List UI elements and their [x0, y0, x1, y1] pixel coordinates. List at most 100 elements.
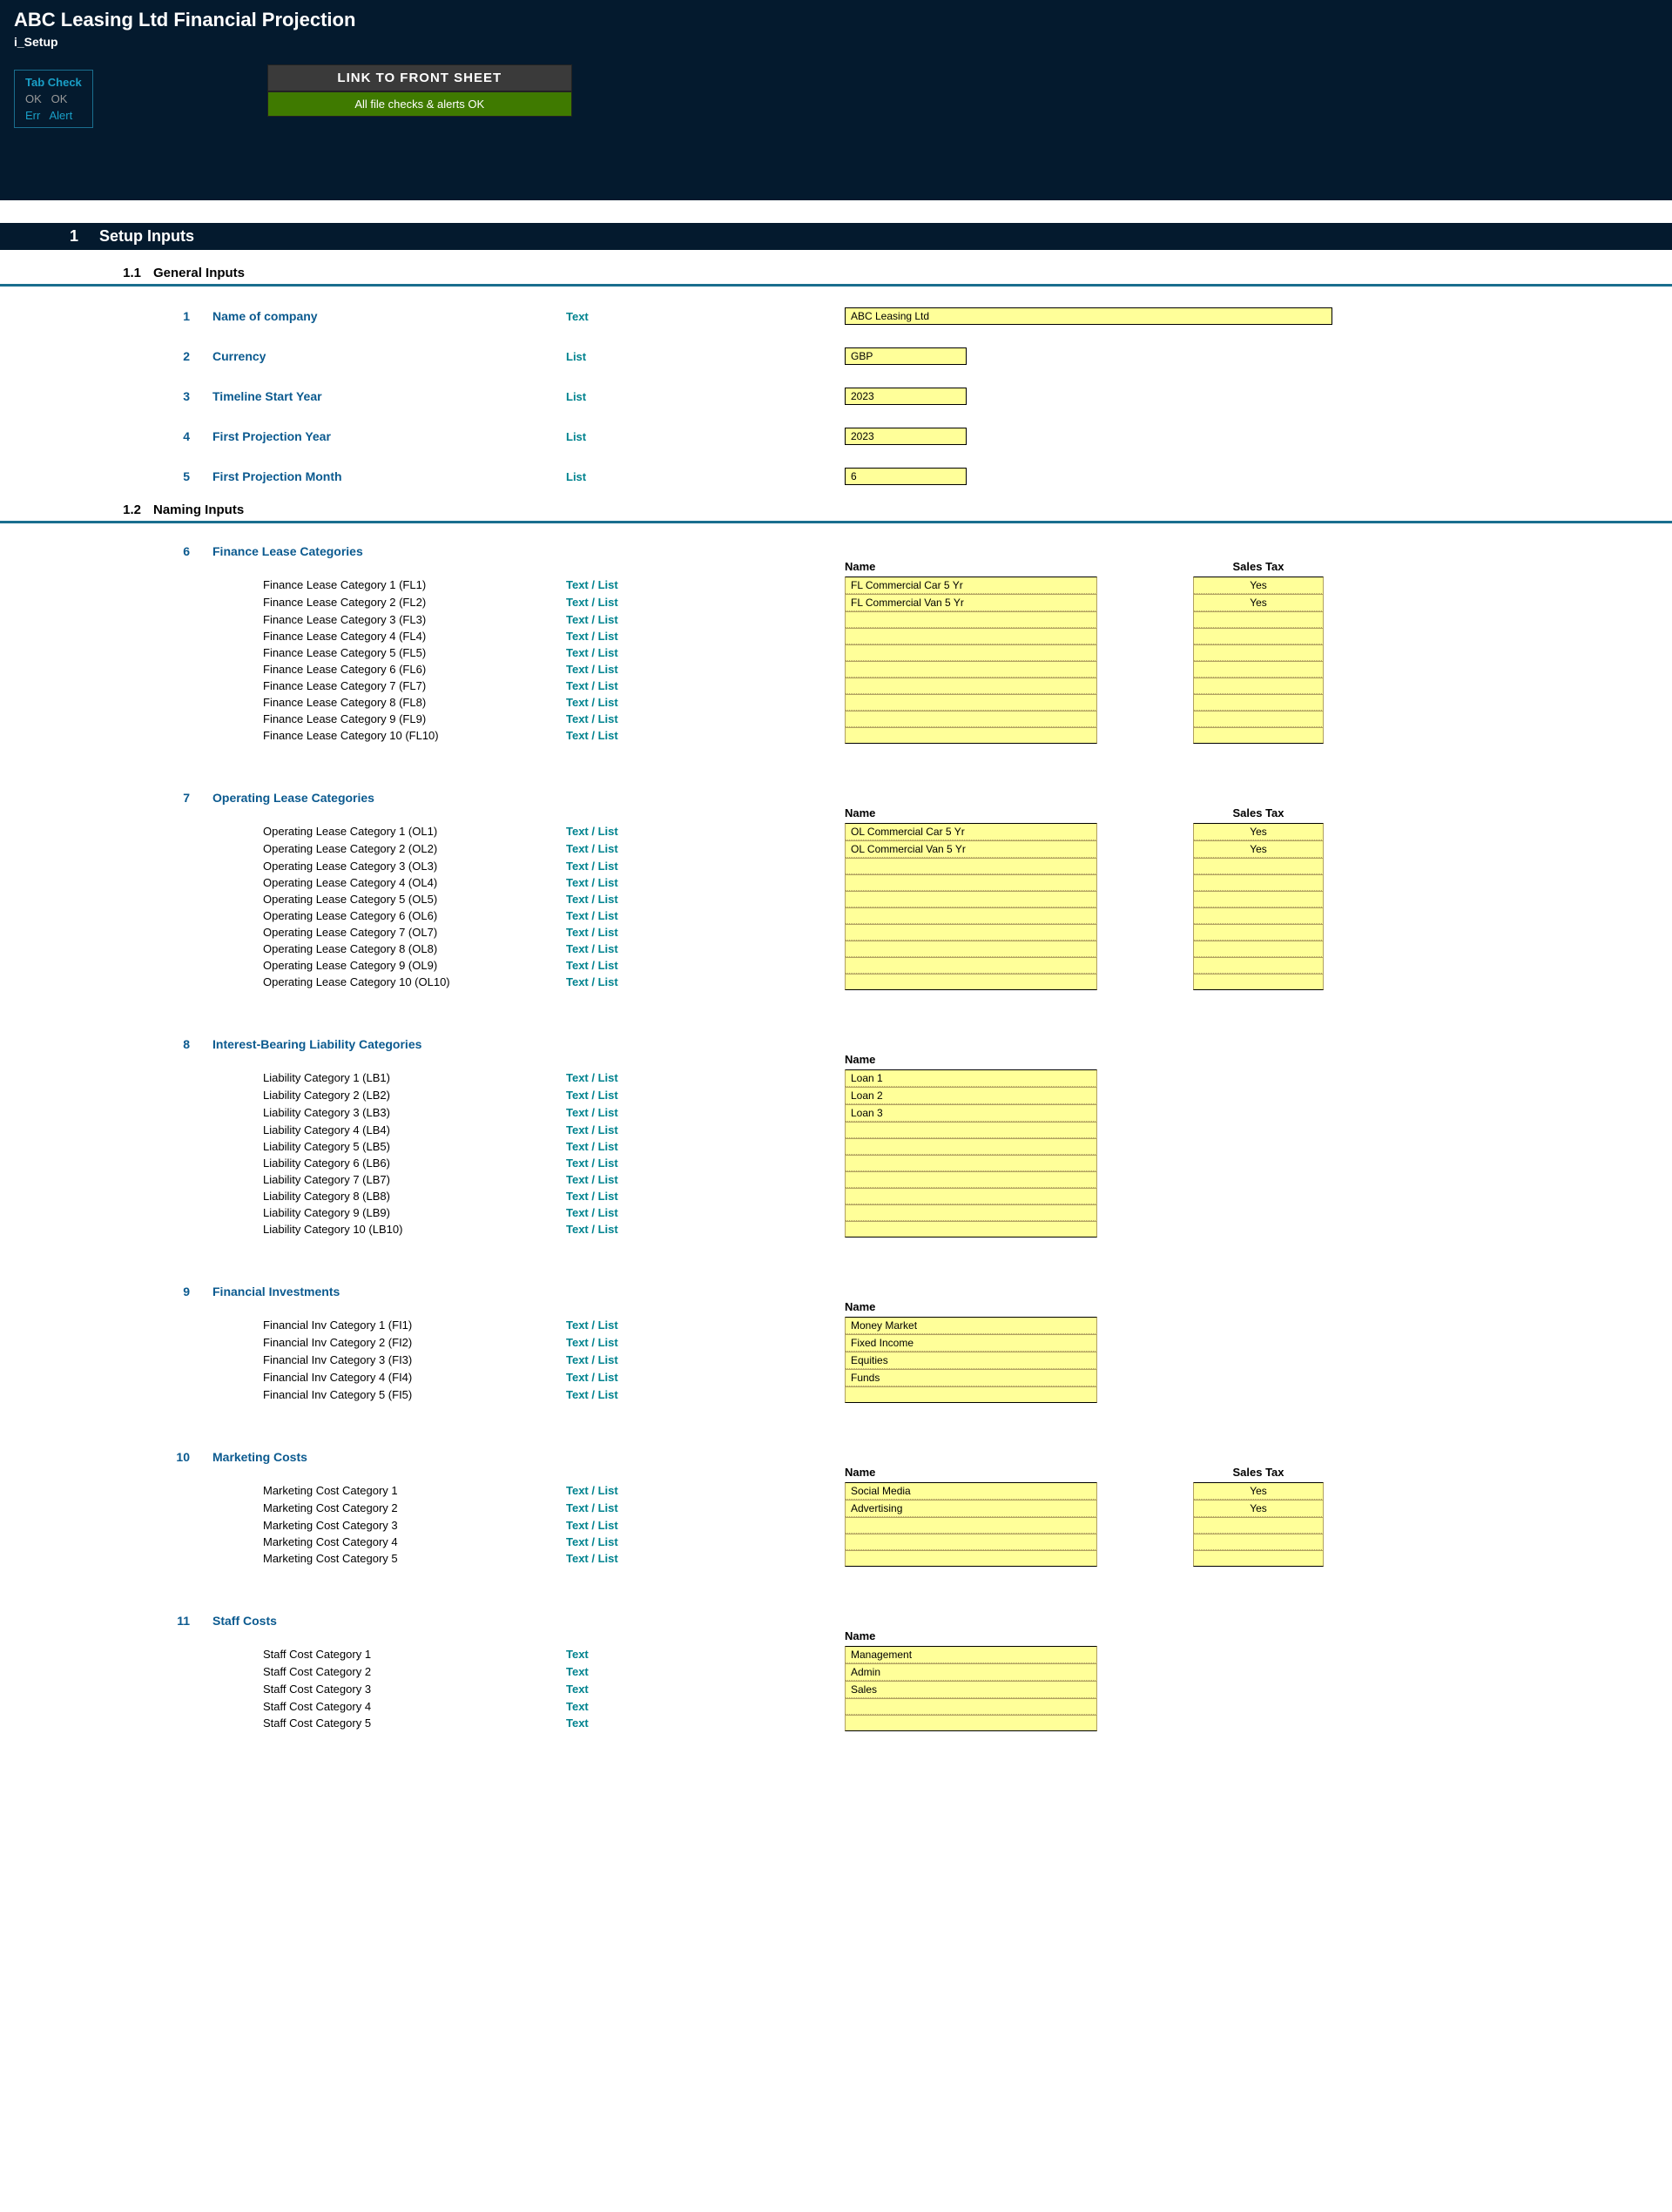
category-type: Text / List	[566, 840, 845, 858]
name-input-cell[interactable]	[845, 1171, 1097, 1188]
tax-input-cell[interactable]	[1193, 1517, 1324, 1534]
tax-input-cell[interactable]	[1193, 924, 1324, 941]
section-1-num: 1	[0, 227, 99, 246]
name-input-cell[interactable]	[845, 924, 1097, 941]
name-input-cell[interactable]: Fixed Income	[845, 1334, 1097, 1352]
name-input-cell[interactable]	[845, 1155, 1097, 1171]
tax-input-cell[interactable]	[1193, 628, 1324, 644]
name-input-cell[interactable]	[845, 711, 1097, 727]
name-input-cell[interactable]	[845, 957, 1097, 974]
name-input-cell[interactable]: Loan 2	[845, 1087, 1097, 1104]
tax-input-cell[interactable]	[1193, 974, 1324, 990]
general-input-row: 1Name of companyTextABC Leasing Ltd	[0, 306, 1672, 327]
category-row: Liability Category 6 (LB6)Text / List	[0, 1155, 1672, 1171]
tax-input-cell[interactable]	[1193, 957, 1324, 974]
name-input-cell[interactable]	[845, 874, 1097, 891]
name-input-cell[interactable]	[845, 907, 1097, 924]
group-heading-row: 7Operating Lease Categories	[0, 789, 1672, 806]
input-cell[interactable]: 6	[845, 468, 967, 485]
tax-input-cell[interactable]	[1193, 907, 1324, 924]
tax-input-cell[interactable]	[1193, 711, 1324, 727]
name-input-cell[interactable]	[845, 694, 1097, 711]
name-input-cell[interactable]	[845, 611, 1097, 628]
category-type: Text / List	[566, 1188, 845, 1204]
name-input-cell[interactable]: FL Commercial Car 5 Yr	[845, 577, 1097, 594]
input-cell[interactable]: ABC Leasing Ltd	[845, 307, 1332, 325]
tax-input-cell[interactable]	[1193, 694, 1324, 711]
row-type: List	[566, 350, 845, 363]
checks-ok-button[interactable]: All file checks & alerts OK	[267, 91, 572, 117]
tax-input-cell[interactable]	[1193, 1534, 1324, 1550]
category-row: Financial Inv Category 1 (FI1)Text / Lis…	[0, 1317, 1672, 1334]
name-input-cell[interactable]: Loan 1	[845, 1069, 1097, 1087]
category-type: Text	[566, 1663, 845, 1681]
tax-input-cell[interactable]: Yes	[1193, 1500, 1324, 1517]
tab-check-row2: Err Alert	[25, 109, 82, 122]
row-label: Marketing Costs	[212, 1450, 566, 1464]
name-input-cell[interactable]	[845, 891, 1097, 907]
name-input-cell[interactable]	[845, 1221, 1097, 1238]
name-input-cell[interactable]: Advertising	[845, 1500, 1097, 1517]
name-input-cell[interactable]	[845, 727, 1097, 744]
tax-input-cell[interactable]	[1193, 858, 1324, 874]
name-input-cell[interactable]	[845, 1386, 1097, 1403]
name-input-cell[interactable]	[845, 974, 1097, 990]
tax-input-cell[interactable]: Yes	[1193, 1482, 1324, 1500]
row-num: 11	[0, 1614, 212, 1628]
name-input-cell[interactable]	[845, 858, 1097, 874]
category-label: Marketing Cost Category 5	[263, 1550, 566, 1567]
name-input-cell[interactable]	[845, 644, 1097, 661]
name-input-cell[interactable]	[845, 661, 1097, 678]
category-type: Text / List	[566, 628, 845, 644]
input-cell[interactable]: 2023	[845, 428, 967, 445]
category-row: Finance Lease Category 7 (FL7)Text / Lis…	[0, 678, 1672, 694]
category-label: Operating Lease Category 1 (OL1)	[263, 823, 566, 840]
tax-input-cell[interactable]	[1193, 727, 1324, 744]
link-front-sheet-button[interactable]: LINK TO FRONT SHEET	[267, 64, 572, 91]
tax-input-cell[interactable]	[1193, 941, 1324, 957]
name-input-cell[interactable]: Loan 3	[845, 1104, 1097, 1122]
category-row: Marketing Cost Category 1Text / ListSoci…	[0, 1482, 1672, 1500]
tax-input-cell[interactable]	[1193, 661, 1324, 678]
tax-input-cell[interactable]: Yes	[1193, 577, 1324, 594]
category-label: Financial Inv Category 1 (FI1)	[263, 1317, 566, 1334]
tax-input-cell[interactable]: Yes	[1193, 840, 1324, 858]
row-label: Timeline Start Year	[212, 389, 566, 403]
category-label: Staff Cost Category 2	[263, 1663, 566, 1681]
name-input-cell[interactable]	[845, 1122, 1097, 1138]
input-cell[interactable]: 2023	[845, 388, 967, 405]
row-num: 10	[0, 1450, 212, 1464]
name-input-cell[interactable]: Funds	[845, 1369, 1097, 1386]
name-input-cell[interactable]: Management	[845, 1646, 1097, 1663]
tax-input-cell[interactable]: Yes	[1193, 594, 1324, 611]
name-input-cell[interactable]: Money Market	[845, 1317, 1097, 1334]
name-input-cell[interactable]: Social Media	[845, 1482, 1097, 1500]
name-input-cell[interactable]	[845, 1715, 1097, 1731]
category-label: Liability Category 9 (LB9)	[263, 1204, 566, 1221]
name-input-cell[interactable]: OL Commercial Car 5 Yr	[845, 823, 1097, 840]
name-input-cell[interactable]	[845, 1534, 1097, 1550]
name-input-cell[interactable]	[845, 1517, 1097, 1534]
tax-input-cell[interactable]	[1193, 891, 1324, 907]
name-input-cell[interactable]	[845, 1188, 1097, 1204]
name-input-cell[interactable]: FL Commercial Van 5 Yr	[845, 594, 1097, 611]
tax-input-cell[interactable]	[1193, 1550, 1324, 1567]
tax-input-cell[interactable]: Yes	[1193, 823, 1324, 840]
tax-input-cell[interactable]	[1193, 874, 1324, 891]
tax-input-cell[interactable]	[1193, 678, 1324, 694]
name-input-cell[interactable]	[845, 628, 1097, 644]
name-input-cell[interactable]: OL Commercial Van 5 Yr	[845, 840, 1097, 858]
name-input-cell[interactable]	[845, 1204, 1097, 1221]
name-input-cell[interactable]: Admin	[845, 1663, 1097, 1681]
name-input-cell[interactable]	[845, 941, 1097, 957]
name-input-cell[interactable]	[845, 678, 1097, 694]
name-input-cell[interactable]: Sales	[845, 1681, 1097, 1698]
tax-input-cell[interactable]	[1193, 644, 1324, 661]
input-cell[interactable]: GBP	[845, 347, 967, 365]
name-input-cell[interactable]: Equities	[845, 1352, 1097, 1369]
name-input-cell[interactable]	[845, 1698, 1097, 1715]
category-type: Text / List	[566, 1138, 845, 1155]
tax-input-cell[interactable]	[1193, 611, 1324, 628]
name-input-cell[interactable]	[845, 1138, 1097, 1155]
name-input-cell[interactable]	[845, 1550, 1097, 1567]
